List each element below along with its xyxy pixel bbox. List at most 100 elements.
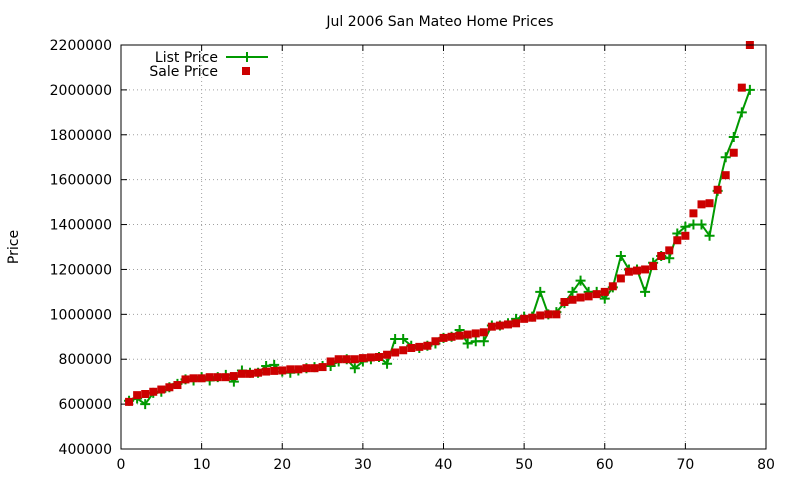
sale-price-point [713, 185, 722, 194]
sale-price-point [697, 200, 706, 209]
sale-price-point [302, 364, 311, 373]
y-tick-label: 1400000 [50, 218, 112, 234]
legend-label-sale-price: Sale Price [149, 64, 218, 80]
sale-price-point [270, 366, 279, 375]
sale-price-point [608, 282, 617, 291]
sale-price-point [600, 287, 609, 296]
legend-marker-list-price [242, 52, 252, 62]
x-tick-label: 80 [757, 457, 775, 473]
sale-price-point [189, 374, 198, 383]
sale-price-point [665, 246, 674, 255]
list-price-point [535, 286, 546, 297]
x-tick-label: 20 [273, 457, 291, 473]
list-price-point [575, 275, 586, 286]
sale-price-point [407, 344, 416, 352]
list-price-point [349, 363, 360, 374]
sale-price-point [681, 231, 690, 240]
sale-price-point [350, 355, 359, 364]
list-price-point [140, 399, 151, 410]
sale-price-point [447, 332, 456, 341]
list-price-point [567, 286, 578, 297]
sale-price-point [294, 365, 303, 374]
sale-price-point [431, 337, 440, 346]
y-tick-label: 800000 [59, 352, 112, 368]
list-price-point [680, 221, 691, 232]
sale-price-point [415, 342, 424, 351]
sale-price-point [504, 320, 512, 329]
sale-price-point [705, 199, 714, 208]
y-tick-label: 2200000 [50, 38, 112, 54]
list-price-point [382, 358, 393, 369]
list-price-line [128, 89, 751, 406]
sale-price-point [141, 390, 150, 399]
y-tick-label: 400000 [59, 442, 112, 458]
sale-price-point [641, 265, 650, 274]
sale-price-point [181, 375, 190, 384]
list-price-point [478, 336, 489, 347]
sale-price-point [125, 397, 134, 406]
sale-price-point [262, 367, 271, 376]
sale-price-point [624, 267, 633, 276]
sale-price-point [576, 293, 585, 302]
sale-price-point [584, 292, 593, 301]
plot-border [120, 44, 767, 450]
sale-price-point [520, 314, 529, 323]
y-axis-label: Price [6, 230, 22, 264]
list-price-point [696, 219, 707, 230]
legend-marker-sale-price [242, 67, 250, 75]
sale-price-point [205, 373, 214, 382]
sale-price-point [254, 368, 263, 377]
sale-price-point [737, 83, 746, 92]
sale-price-point [479, 328, 488, 337]
sale-price-point [528, 313, 537, 322]
sale-price-point [149, 387, 158, 396]
chart-title: Jul 2006 San Mateo Home Prices [325, 14, 553, 30]
y-tick-label: 1000000 [50, 307, 112, 323]
sale-price-point [326, 357, 335, 366]
list-price-point [736, 107, 747, 118]
sale-price-point [439, 333, 448, 342]
y-tick-label: 1600000 [50, 173, 112, 189]
sale-price-point [310, 364, 319, 373]
series [124, 41, 755, 410]
sale-price-point [399, 346, 408, 355]
sale-price-point [633, 266, 641, 275]
sale-price-point [471, 329, 480, 338]
sale-price-point [649, 262, 658, 271]
x-tick-label: 70 [676, 457, 694, 473]
sale-price-point [278, 366, 287, 375]
x-tick-label: 40 [435, 457, 453, 473]
y-tick-label: 600000 [59, 397, 112, 413]
x-tick-label: 10 [193, 457, 211, 473]
sale-price-point [391, 348, 400, 357]
sale-price-point [495, 321, 504, 330]
sale-price-point [383, 350, 392, 359]
sale-price-point [592, 290, 601, 299]
sale-price-point [237, 369, 246, 378]
list-price-point [704, 230, 715, 241]
sale-price-point [318, 363, 327, 372]
y-tick-label: 1800000 [50, 128, 112, 144]
sale-price-point [165, 383, 174, 392]
sale-price-point [729, 148, 738, 157]
sale-price-point [616, 274, 625, 283]
sale-price-point [358, 354, 367, 363]
sale-price-point [568, 295, 577, 304]
x-tick-label: 60 [596, 457, 614, 473]
sale-price-point [157, 385, 166, 394]
sale-price-point [721, 171, 730, 180]
sale-price-point [560, 297, 569, 306]
list-price-point [615, 250, 626, 261]
sale-price-point [463, 330, 472, 339]
sale-price-point [173, 381, 182, 390]
sale-price-point [197, 374, 206, 383]
list-price-point [664, 253, 675, 264]
sale-price-point [657, 251, 666, 260]
sale-price-point [221, 373, 230, 382]
sale-price-point [673, 236, 682, 245]
list-price-point [744, 84, 755, 95]
sale-price-point [213, 373, 222, 382]
sale-price-point [366, 353, 375, 362]
list-price-point [398, 334, 409, 345]
